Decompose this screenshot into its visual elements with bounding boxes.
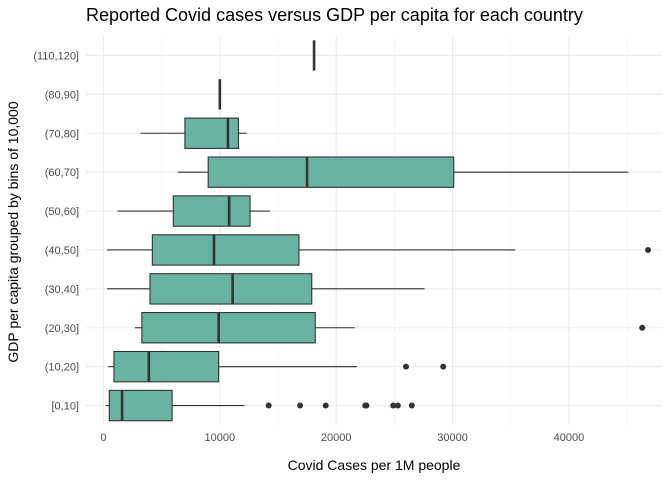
- iqr-box: [108, 389, 173, 422]
- x-tick-label: 20000: [321, 432, 352, 444]
- iqr-box: [184, 117, 239, 149]
- outlier-point: [363, 402, 370, 409]
- y-axis-tick-labels: [0,10] (10,20] (20,30] (30,40] (40,50] (50,60…: [33, 50, 79, 412]
- outlier-point: [403, 363, 409, 370]
- outlier-point: [322, 402, 329, 409]
- chart-title: Reported Covid cases versus GDP per capi…: [86, 5, 583, 25]
- box-6: [177, 156, 629, 188]
- outlier-point: [265, 402, 272, 409]
- x-tick-label: 10000: [205, 432, 236, 444]
- outlier-point: [440, 363, 447, 370]
- iqr-box: [113, 350, 220, 383]
- outlier-point: [297, 402, 304, 409]
- y-tick-label: (60,70]: [45, 167, 79, 179]
- iqr-box: [172, 195, 251, 227]
- outlier-point: [394, 402, 401, 409]
- outlier-point: [639, 324, 646, 331]
- box-2: [134, 312, 646, 344]
- outlier-point: [390, 402, 397, 409]
- box-1: [108, 350, 447, 383]
- box-5: [117, 195, 270, 227]
- y-tick-label: (40,50]: [45, 245, 79, 257]
- y-tick-label: (30,40]: [45, 284, 79, 296]
- box-7: [140, 117, 247, 149]
- y-axis-title: GDP per capita grouped by bins of 10,000: [5, 101, 21, 362]
- y-tick-label: (70,80]: [45, 128, 79, 140]
- y-tick-label: (110,120]: [33, 50, 79, 62]
- y-tick-label: (80,90]: [45, 89, 79, 101]
- y-tick-label: [0,10]: [51, 401, 79, 413]
- x-axis-title: Covid Cases per 1M people: [288, 457, 461, 473]
- iqr-box: [149, 273, 313, 305]
- x-tick-label: 30000: [437, 432, 468, 444]
- box-0: [105, 389, 415, 422]
- x-tick-label: 40000: [554, 432, 585, 444]
- outlier-point: [645, 246, 652, 253]
- iqr-box: [207, 156, 455, 188]
- box-series: [105, 40, 652, 422]
- x-axis-tick-labels: 0 10000 20000 30000 40000: [100, 432, 584, 444]
- iqr-box: [151, 234, 300, 266]
- box-3: [106, 273, 425, 305]
- y-tick-label: (50,60]: [45, 206, 79, 218]
- x-tick-label: 0: [100, 432, 106, 444]
- y-tick-label: (20,30]: [45, 323, 79, 335]
- iqr-box: [141, 312, 316, 344]
- y-tick-label: (10,20]: [45, 362, 79, 374]
- box-4: [106, 234, 652, 266]
- outlier-point: [408, 402, 415, 409]
